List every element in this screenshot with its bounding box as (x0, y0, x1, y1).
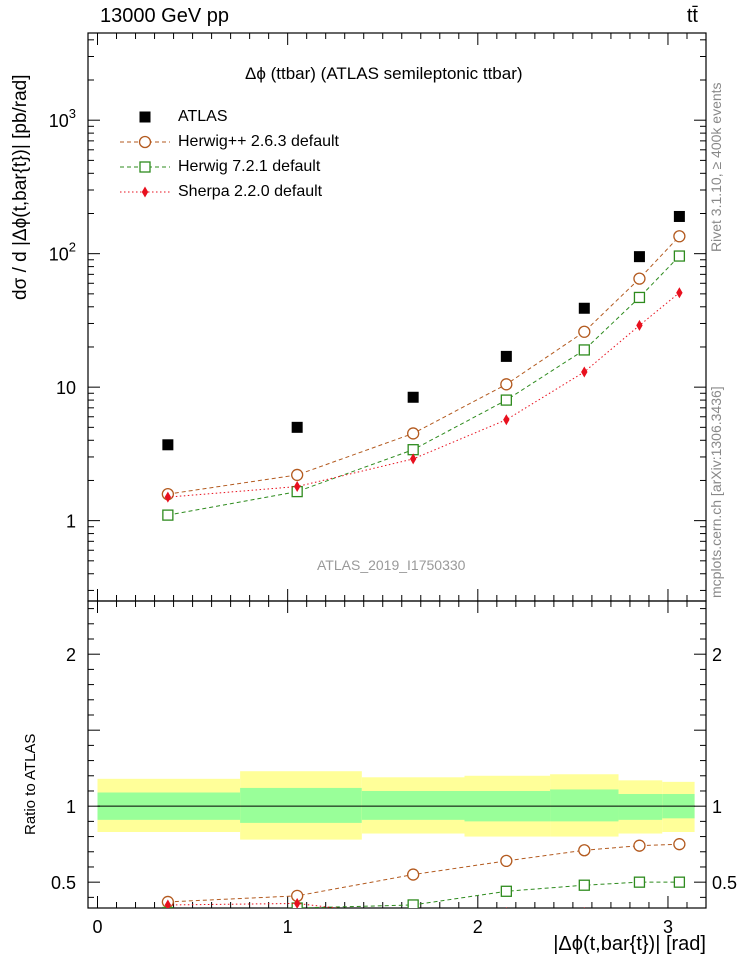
point-s1-2 (407, 427, 420, 440)
ratio-line-3 (167, 902, 341, 908)
point-s2-4 (578, 344, 590, 356)
legend-marker-2 (139, 161, 151, 173)
ratio-point-s3-3 (505, 907, 507, 908)
band-green-4 (550, 789, 619, 822)
point-s0-5 (633, 251, 645, 263)
rivet-label: Rivet 3.1.10, ≥ 400k events (708, 82, 724, 252)
ratio-series-group (161, 838, 686, 924)
chart-title: Δϕ (ttbar) (ATLAS semileptonic ttbar) (245, 64, 523, 83)
ratio-point-s2-2 (407, 899, 419, 908)
series-line-1 (167, 235, 680, 495)
point-s1-6 (673, 230, 686, 243)
ratio-line-1 (167, 843, 680, 903)
analysis-watermark: ATLAS_2019_I1750330 (317, 557, 466, 573)
x-tick-label-0: 0 (92, 917, 102, 937)
point-s2-5 (633, 291, 646, 304)
band-green-5 (618, 794, 663, 820)
legend-label-1: Herwig++ 2.6.3 default (178, 133, 339, 150)
y-tick-label-3: 103 (49, 106, 76, 131)
series-line-3 (167, 292, 680, 498)
ratio-point-s1-5 (633, 839, 646, 852)
point-s3-1 (293, 481, 301, 493)
mcplots-label: mcplots.cern.ch [arXiv:1306.3436] (708, 386, 724, 598)
point-s1-3 (500, 378, 513, 391)
ratio-point-s3-5 (636, 912, 642, 923)
point-s3-6 (676, 287, 683, 299)
point-s0-2 (407, 391, 419, 403)
legend-marker-0 (139, 111, 151, 123)
ratio-tick-label-left-2: 2 (66, 645, 76, 665)
ratio-point-s2-5 (633, 876, 646, 888)
ratio-tick-label-left-0: 0.5 (51, 873, 76, 893)
band-green-1 (240, 787, 362, 823)
ratio-point-s1-2 (407, 868, 420, 881)
point-s2-2 (407, 444, 419, 456)
point-s2-3 (500, 394, 512, 406)
point-s1-4 (578, 325, 591, 338)
ratio-point-s3-1 (293, 897, 301, 908)
header-left: 13000 GeV pp (100, 5, 229, 27)
y-axis-label: dσ / d |Δϕ(t,bar{t})| [pb/rad] (10, 74, 31, 300)
ratio-point-s3-0 (164, 899, 172, 908)
point-s0-1 (291, 421, 303, 433)
point-s2-6 (673, 250, 686, 262)
ratio-tick-label-left-1: 1 (66, 797, 76, 817)
y-tick-label-2: 102 (49, 240, 76, 265)
ratio-tick-label-right-2: 2 (712, 645, 722, 665)
legend-label-3: Sherpa 2.2.0 default (178, 183, 323, 200)
legend-label-2: Herwig 7.2.1 default (178, 158, 321, 175)
ratio-point-s2-4 (578, 879, 590, 891)
ratio-point-s2-6 (673, 876, 686, 888)
point-s0-6 (673, 210, 685, 222)
point-s1-1 (291, 468, 304, 482)
x-axis-label: |Δϕ(t,bar{t})| [rad] (553, 933, 706, 955)
band-green-2 (361, 790, 465, 820)
x-tick-label-1: 1 (283, 917, 293, 937)
header-right: tt̄ (686, 5, 698, 27)
ratio-point-s2-3 (500, 885, 512, 897)
point-s3-3 (503, 414, 510, 426)
ratio-point-s3-4 (583, 907, 585, 908)
point-s0-0 (162, 439, 174, 451)
point-s2-0 (162, 509, 174, 521)
point-s0-4 (578, 302, 590, 314)
ratio-frame (87, 600, 707, 909)
point-s0-3 (500, 350, 512, 362)
ratio-point-s1-4 (578, 844, 591, 857)
point-s3-0 (164, 491, 172, 503)
point-s3-5 (636, 319, 643, 331)
legend-marker-3 (141, 186, 149, 198)
x-tick-label-2: 2 (473, 917, 483, 937)
point-s3-2 (409, 453, 417, 465)
ratio-tick-label-right-1: 1 (712, 797, 722, 817)
legend-marker-1 (138, 135, 152, 149)
ratio-point-s2-0 (162, 906, 174, 908)
ratio-point-s1-6 (673, 838, 686, 851)
legend-label-0: ATLAS (178, 108, 228, 125)
ratio-point-s1-3 (500, 854, 513, 868)
ratio-point-s3-2 (410, 912, 416, 923)
x-tick-label-3: 3 (663, 917, 673, 937)
ratio-y-axis-label: Ratio to ATLAS (22, 733, 39, 835)
ratio-point-s3-6 (676, 913, 682, 924)
y-tick-label-0: 1 (66, 512, 76, 532)
y-tick-label-1: 10 (56, 378, 76, 398)
point-s3-4 (581, 366, 588, 378)
ratio-tick-label-right-0: 0.5 (712, 873, 737, 893)
point-s1-5 (633, 272, 646, 285)
series-line-2 (167, 255, 680, 516)
